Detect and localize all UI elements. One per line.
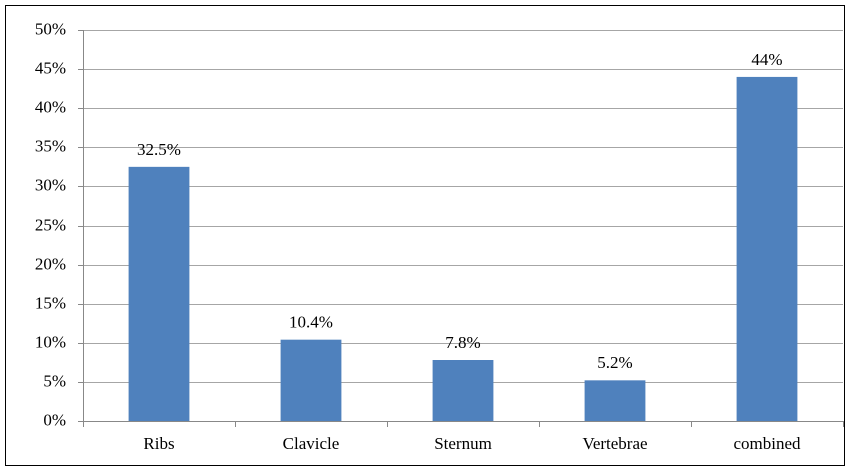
bar (584, 380, 646, 421)
y-tick-label: 0% (43, 410, 66, 429)
bar (128, 166, 190, 421)
y-tick-label: 50% (35, 19, 66, 38)
y-tick-label: 40% (35, 97, 66, 116)
y-tick-label: 20% (35, 254, 66, 273)
x-tick-label: Sternum (434, 434, 492, 453)
y-tick-label: 10% (35, 332, 66, 351)
x-tick-label: Clavicle (283, 434, 340, 453)
y-tick-label: 30% (35, 175, 66, 194)
y-tick-label: 5% (43, 371, 66, 390)
data-label: 10.4% (289, 313, 333, 332)
y-tick-label: 45% (35, 58, 66, 77)
bar (736, 76, 798, 422)
data-label: 5.2% (597, 353, 632, 372)
bar (432, 360, 494, 421)
x-tick-label: combined (733, 434, 801, 453)
bar (280, 339, 342, 421)
data-label: 32.5% (137, 140, 181, 159)
x-tick-label: Ribs (143, 434, 174, 453)
data-label: 44% (751, 50, 782, 69)
data-label: 7.8% (445, 333, 480, 352)
x-tick-label: Vertebrae (582, 434, 647, 453)
y-tick-label: 35% (35, 136, 66, 155)
y-tick-label: 25% (35, 215, 66, 234)
y-tick-label: 15% (35, 293, 66, 312)
